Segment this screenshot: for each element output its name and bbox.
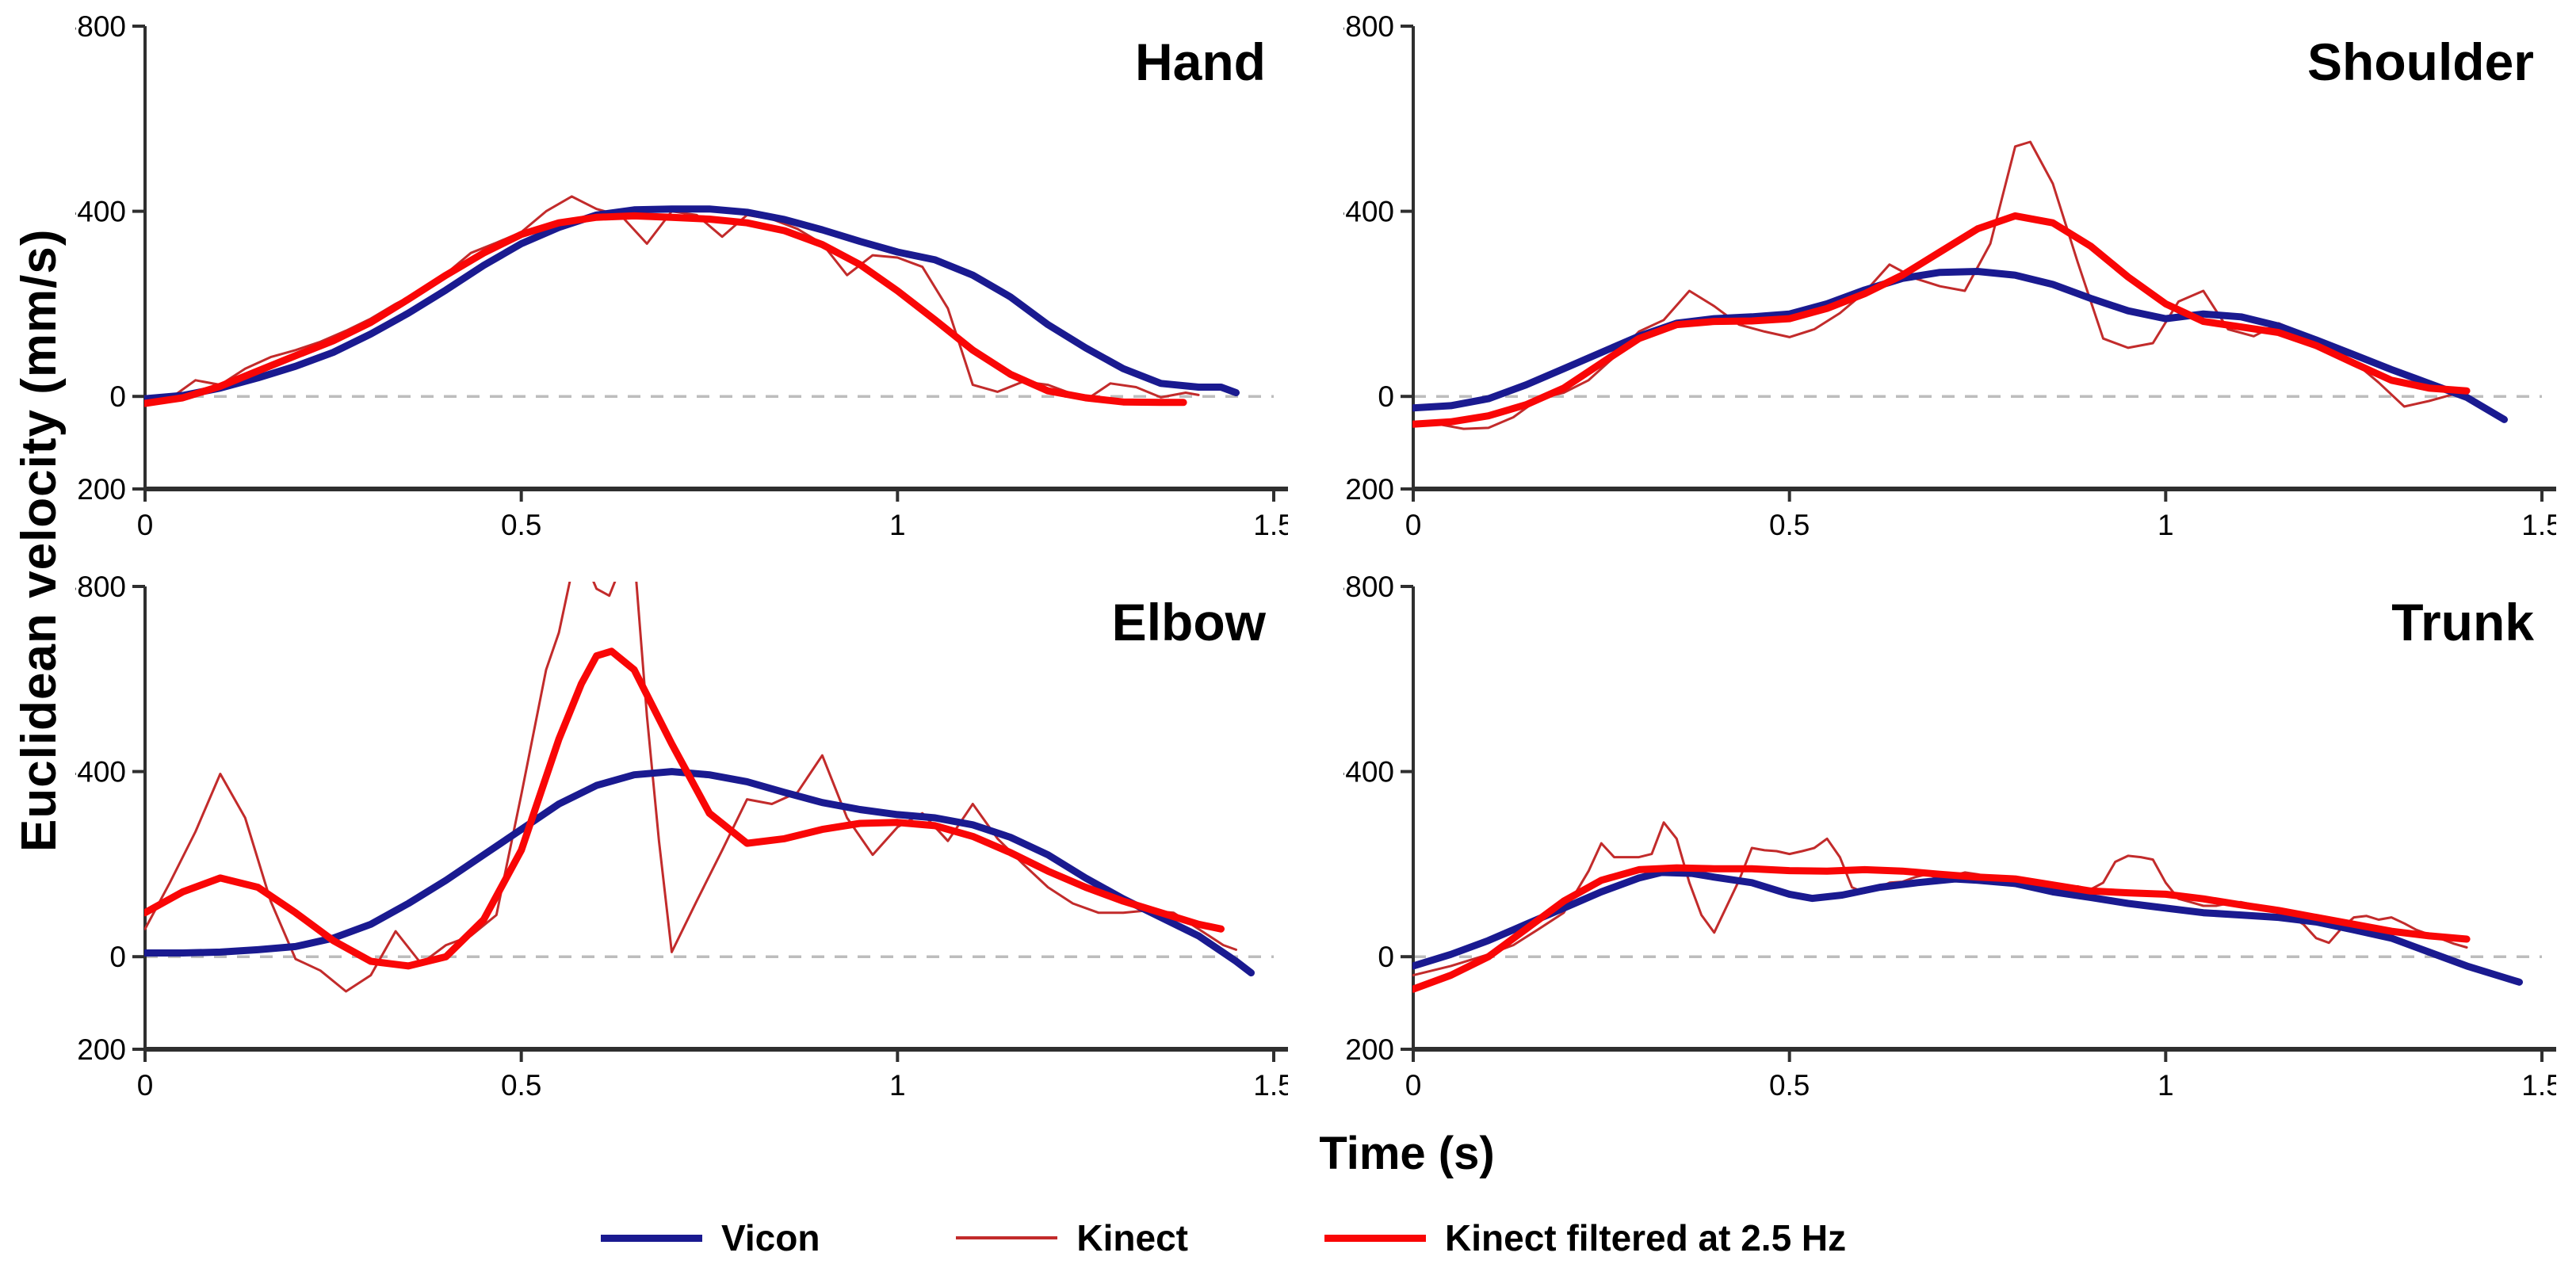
kinect-filtered-line <box>1412 864 2471 993</box>
x-tick-label: 1.5 <box>2521 509 2556 541</box>
x-tick-label: 1 <box>2157 509 2174 541</box>
series-group <box>144 582 1255 993</box>
kinect-filtered-line-swatch <box>1324 1234 1427 1242</box>
shoulder-chart-panel: -800 -400 0 200 0 0.5 1 1.5 Shoulder <box>1343 4 2556 559</box>
panel-title: Elbow <box>1112 593 1267 651</box>
series-group <box>144 195 1240 407</box>
y-tick-label: 200 <box>77 1033 126 1066</box>
panel-title: Shoulder <box>2307 32 2534 91</box>
x-tick-label: 1.5 <box>1253 509 1288 541</box>
x-tick-label: 0 <box>137 509 154 541</box>
y-tick-label: 0 <box>109 380 126 413</box>
y-tick-label: 0 <box>1378 380 1394 413</box>
x-tick-label: 0 <box>137 1069 154 1102</box>
hand-chart-panel: -800 -400 0 200 0 0.5 1 1.5 Hand <box>75 4 1288 559</box>
y-tick-label: 200 <box>1345 1033 1394 1066</box>
y-tick-label: -400 <box>75 196 126 228</box>
legend-label-kinect-filtered: Kinect filtered at 2.5 Hz <box>1445 1217 1847 1258</box>
y-tick-label: -800 <box>1343 10 1394 43</box>
y-tick-label: -400 <box>75 756 126 789</box>
kinect-filtered-line <box>1412 212 2471 428</box>
legend-item-vicon: Vicon <box>601 1216 820 1259</box>
series-group <box>1412 140 2508 430</box>
shoulder-chart: -800 -400 0 200 0 0.5 1 1.5 Shoulder <box>1343 10 2556 541</box>
x-tick-label: 0.5 <box>1769 1069 1810 1102</box>
series-group <box>1412 821 2523 993</box>
x-tick-label: 1.5 <box>1253 1069 1288 1102</box>
legend-item-kinect: Kinect <box>956 1216 1188 1259</box>
x-tick-label: 0.5 <box>1769 509 1810 541</box>
y-tick-label: -800 <box>1343 571 1394 603</box>
x-tick-label: 1.5 <box>2521 1069 2556 1102</box>
elbow-chart: -800 -400 0 200 0 0.5 1 1.5 Elbow <box>75 571 1288 1102</box>
vicon-line <box>1412 268 2508 423</box>
hand-chart: -800 -400 0 200 0 0.5 1 1.5 Hand <box>75 10 1288 541</box>
kinect-line <box>144 582 1237 993</box>
y-tick-label: 200 <box>77 473 126 506</box>
y-tick-label: 200 <box>1345 473 1394 506</box>
y-tick-label: -400 <box>1343 196 1394 228</box>
trunk-chart-panel: -800 -400 0 200 0 0.5 1 1.5 Trunk <box>1343 564 2556 1119</box>
y-axis-label: Euclidean velocity (mm/s) <box>12 228 67 852</box>
x-tick-label: 0 <box>1405 1069 1422 1102</box>
x-axis-label: Time (s) <box>1319 1128 1495 1179</box>
y-tick-label: 0 <box>1378 941 1394 973</box>
y-tick-label: -800 <box>75 571 126 603</box>
panel-title: Hand <box>1135 32 1266 91</box>
legend-label-kinect: Kinect <box>1076 1217 1189 1258</box>
x-tick-label: 0 <box>1405 509 1422 541</box>
panel-title: Trunk <box>2391 593 2534 651</box>
elbow-chart-panel: -800 -400 0 200 0 0.5 1 1.5 Elbow <box>75 564 1288 1119</box>
x-tick-label: 0.5 <box>501 1069 541 1102</box>
kinect-line-swatch <box>956 1236 1058 1239</box>
x-tick-label: 1 <box>2157 1069 2174 1102</box>
legend: Vicon Kinect Kinect filtered at 2.5 Hz <box>601 1216 1846 1259</box>
vicon-line <box>144 205 1240 403</box>
legend-item-kinect-filtered: Kinect filtered at 2.5 Hz <box>1324 1216 1846 1259</box>
vicon-line-swatch <box>601 1234 702 1242</box>
kinect-line <box>144 195 1200 405</box>
legend-label-vicon: Vicon <box>721 1217 820 1258</box>
x-tick-label: 0.5 <box>501 509 541 541</box>
x-tick-label: 1 <box>889 1069 906 1102</box>
kinect-filtered-line <box>144 647 1225 970</box>
x-tick-label: 1 <box>889 509 906 541</box>
y-tick-label: 0 <box>109 941 126 973</box>
y-tick-label: -800 <box>75 10 126 43</box>
kinect-filtered-line <box>144 212 1187 407</box>
trunk-chart: -800 -400 0 200 0 0.5 1 1.5 Trunk <box>1343 571 2556 1102</box>
y-tick-label: -400 <box>1343 756 1394 789</box>
vicon-line <box>144 768 1255 977</box>
